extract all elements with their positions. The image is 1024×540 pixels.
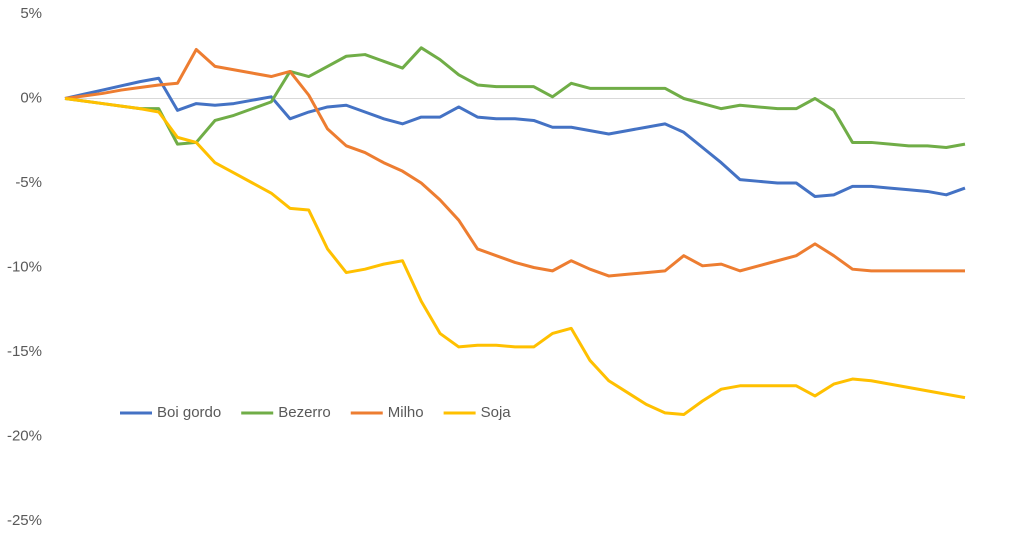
- y-tick-label: 0%: [20, 89, 42, 106]
- series-line: [64, 47, 965, 278]
- legend-label: Boi gordo: [157, 404, 221, 421]
- legend-label: Bezerro: [278, 404, 331, 421]
- series-line: [64, 76, 966, 199]
- legend-label: Soja: [481, 404, 512, 421]
- series-line: [64, 97, 966, 417]
- series-line: [64, 46, 966, 150]
- y-tick-label: -15%: [7, 343, 42, 360]
- y-tick-label: -25%: [7, 512, 42, 529]
- y-tick-label: 5%: [20, 5, 42, 22]
- y-tick-label: -20%: [7, 427, 42, 444]
- legend-label: Milho: [388, 404, 424, 421]
- y-tick-label: -5%: [15, 174, 42, 191]
- y-tick-label: -10%: [7, 258, 42, 275]
